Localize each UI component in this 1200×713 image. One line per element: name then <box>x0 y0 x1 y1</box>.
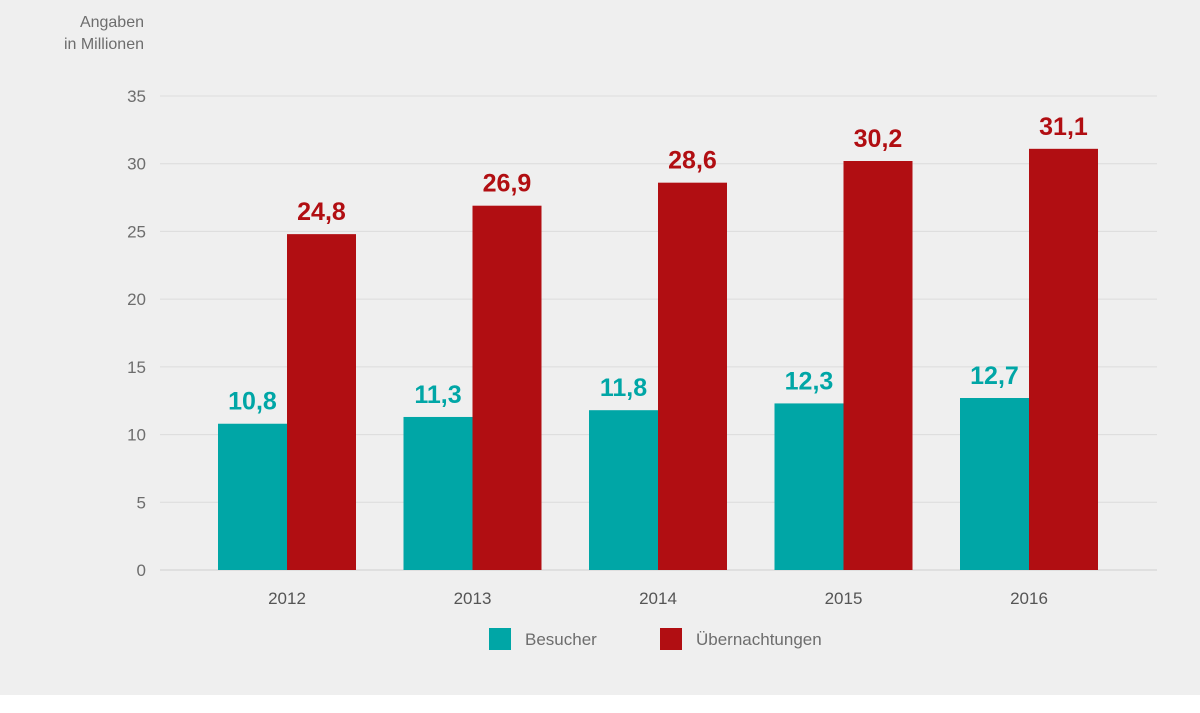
data-label: 28,6 <box>668 147 717 175</box>
bar-besucher <box>403 416 473 570</box>
unit-label-line2: in Millionen <box>63 36 144 53</box>
data-label: 26,9 <box>483 170 532 198</box>
y-axis-unit-label: Angaben in Millionen <box>64 12 144 56</box>
bar-uebernachtungen <box>1029 148 1098 570</box>
legend-label: Übernachtungen <box>696 630 822 649</box>
x-tick-label: 2013 <box>454 589 492 608</box>
y-tick-label: 30 <box>127 155 146 174</box>
y-tick-label: 20 <box>127 290 146 309</box>
x-tick-label: 2015 <box>825 589 863 608</box>
bar-besucher <box>218 423 287 570</box>
data-label: 30,2 <box>854 125 903 153</box>
y-tick-label: 15 <box>127 358 146 377</box>
x-tick-label: 2012 <box>268 589 306 608</box>
data-label: 31,1 <box>1039 113 1088 141</box>
data-label: 12,7 <box>970 362 1019 390</box>
unit-label-line1: Angaben <box>79 14 144 31</box>
bar-uebernachtungen <box>472 205 542 570</box>
chart-panel: Angaben in Millionen 0 5 10 15 20 25 30 35 10,8 2… <box>0 0 1200 695</box>
bar-chart: 0 5 10 15 20 25 30 35 10,8 24,8 2012 11,3 26,9 2013 11… <box>127 87 1157 650</box>
y-tick-label: 25 <box>127 222 146 241</box>
data-label: 10,8 <box>228 388 277 416</box>
x-tick-label: 2016 <box>1010 589 1048 608</box>
data-label: 24,8 <box>297 198 346 226</box>
y-tick-label: 10 <box>127 426 146 445</box>
y-tick-label: 0 <box>137 561 146 580</box>
legend-label: Besucher <box>525 630 597 649</box>
bar-uebernachtungen <box>658 182 727 570</box>
data-label: 11,8 <box>600 374 647 402</box>
bar-uebernachtungen <box>843 161 913 570</box>
data-label: 11,3 <box>414 381 461 409</box>
data-label: 12,3 <box>785 367 834 395</box>
bar-besucher <box>774 403 844 570</box>
bar-besucher <box>589 410 658 570</box>
bar-uebernachtungen <box>287 234 356 570</box>
bar-besucher <box>960 398 1029 570</box>
x-tick-label: 2014 <box>639 589 677 608</box>
legend-swatch <box>660 628 682 650</box>
y-tick-label: 5 <box>137 493 146 512</box>
y-tick-label: 35 <box>127 87 146 106</box>
legend-swatch <box>489 628 511 650</box>
